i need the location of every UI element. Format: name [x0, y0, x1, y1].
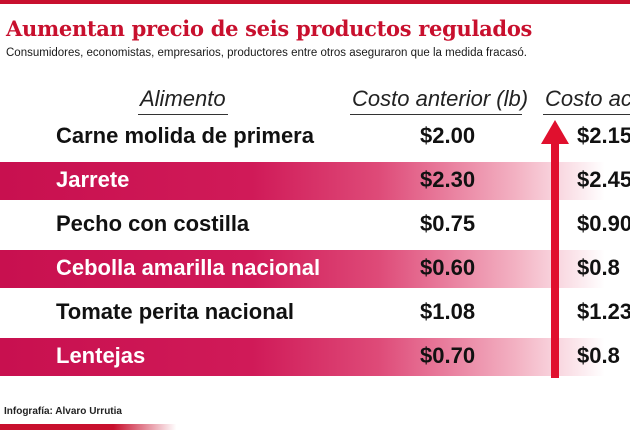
infographic-credit: Infografía: Alvaro Urrutia [4, 406, 122, 417]
table-row: Cebolla amarilla nacional $0.60 $0.8 [0, 250, 630, 288]
cell-costo-actual: $0.8 [577, 255, 620, 280]
cell-alimento: Lentejas [56, 343, 146, 368]
page-subtitle: Consumidores, economistas, empresarios, … [6, 47, 527, 59]
cell-alimento: Pecho con costilla [56, 211, 250, 236]
header-underline-actual [543, 114, 630, 115]
top-accent-gap [0, 4, 630, 6]
table-row: Lentejas $0.70 $0.8 [0, 338, 630, 376]
cell-costo-anterior: $0.75 [420, 211, 476, 236]
header-underline-anterior [350, 114, 522, 115]
cell-costo-anterior: $0.70 [420, 343, 476, 368]
table-row: Carne molida de primera $2.00 $2.15 [0, 118, 630, 156]
cell-costo-anterior: $0.60 [420, 255, 476, 280]
table-row: Jarrete $2.30 $2.45 [0, 162, 630, 200]
table-row: Tomate perita nacional $1.08 $1.23 [0, 294, 630, 332]
column-header-costo-actual: Costo act [545, 86, 630, 111]
price-increase-arrow-icon [541, 120, 569, 378]
cell-costo-anterior: $2.30 [420, 167, 476, 192]
cell-costo-anterior: $2.00 [420, 123, 476, 148]
cell-costo-actual: $2.45 [577, 167, 630, 192]
cell-alimento: Cebolla amarilla nacional [56, 255, 321, 280]
cell-costo-anterior: $1.08 [420, 299, 476, 324]
cell-costo-actual: $0.90 [577, 211, 630, 236]
column-header-costo-anterior: Costo anterior (lb) [352, 86, 529, 111]
table-row: Pecho con costilla $0.75 $0.90 [0, 206, 630, 244]
bottom-accent-bar [0, 424, 630, 430]
cell-alimento: Tomate perita nacional [56, 299, 294, 324]
header-underline-alimento [138, 114, 228, 115]
column-header-alimento: Alimento [140, 86, 226, 111]
cell-alimento: Jarrete [56, 167, 130, 192]
top-accent-bar [0, 0, 630, 4]
cell-alimento: Carne molida de primera [56, 123, 314, 148]
page-title: Aumentan precio de seis productos regula… [6, 16, 533, 41]
cell-costo-actual: $1.23 [577, 299, 630, 324]
cell-costo-actual: $2.15 [577, 123, 630, 148]
cell-costo-actual: $0.8 [577, 343, 620, 368]
